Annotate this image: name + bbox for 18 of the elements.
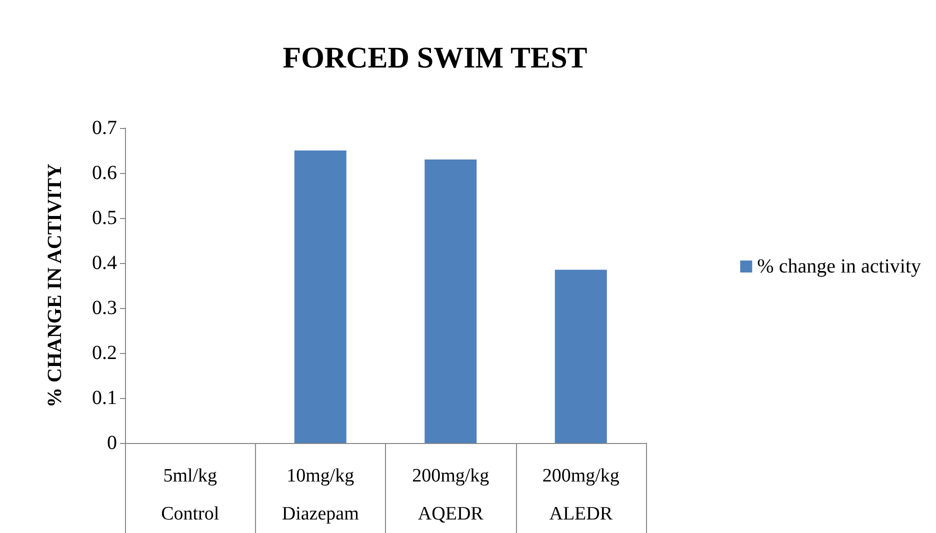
bar bbox=[424, 160, 477, 443]
x-tick-label: 10mg/kg Diazepam bbox=[282, 466, 360, 524]
y-tick-label: 0.5 bbox=[92, 207, 117, 229]
y-tick-label: 0.7 bbox=[92, 117, 117, 139]
y-tick-label: 0.3 bbox=[92, 297, 117, 319]
legend-label: % change in activity bbox=[757, 256, 921, 278]
y-tick-label: 0.4 bbox=[92, 252, 117, 274]
x-tick-label: 200mg/kg ALEDR bbox=[542, 466, 620, 524]
x-tick-label: 200mg/kg AQEDR bbox=[412, 466, 490, 524]
y-tick-label: 0.6 bbox=[92, 162, 117, 184]
y-tick-label: 0.1 bbox=[92, 387, 117, 409]
y-axis-title: % CHANGE IN ACTIVITY bbox=[44, 162, 66, 408]
x-tick-label: 5ml/kg Control bbox=[161, 466, 220, 524]
bar bbox=[554, 270, 607, 443]
y-tick-label: 0 bbox=[107, 432, 117, 454]
chart-title: FORCED SWIM TEST bbox=[282, 42, 588, 74]
bar bbox=[294, 150, 346, 443]
y-tick-label: 0.2 bbox=[92, 342, 117, 364]
